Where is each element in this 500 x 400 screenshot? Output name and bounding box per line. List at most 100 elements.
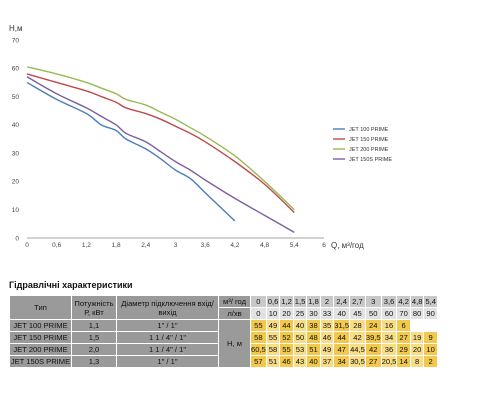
row-type: JET 100 PRIME — [9, 319, 72, 332]
flow-lmin-cell: 40 — [333, 307, 351, 320]
y-tick-label: 60 — [12, 66, 20, 73]
head-value-cell: 55 — [250, 319, 267, 332]
head-value-cell: 30,5 — [349, 355, 366, 368]
head-value-cell — [423, 319, 438, 332]
head-value-cell: 47 — [333, 343, 351, 356]
head-value-cell: 58 — [250, 331, 267, 344]
x-tick-label: 2,4 — [141, 242, 150, 249]
series-line-jet-150-prime — [26, 73, 295, 214]
flow-lmin-cell: 0 — [250, 307, 267, 320]
flow-lmin-cell: 25 — [292, 307, 308, 320]
head-value-cell: 40 — [292, 319, 308, 332]
flow-lmin-cell: 70 — [396, 307, 411, 320]
row-power: 1,5 — [71, 331, 117, 344]
head-value-cell: 34 — [380, 331, 398, 344]
series-line-jet-150s-prime — [26, 76, 295, 233]
pump-curve-chart: 0 10 20 30 40 50 60 70 0 0,6 1,2 1,8 2,4 3 3,6 4,2 4,8 5,… — [9, 24, 392, 250]
head-value-cell: 43 — [292, 355, 308, 368]
head-value-cell: 34 — [333, 355, 351, 368]
head-value-cell: 20 — [409, 343, 425, 356]
flow-lmin-cell: 10 — [265, 307, 281, 320]
head-value-cell: 9 — [423, 331, 438, 344]
x-tick-label: 0 — [25, 242, 29, 249]
header-type: Тип — [9, 295, 72, 320]
flow-lmin-cell: 90 — [423, 307, 438, 320]
head-value-cell: 44 — [333, 331, 351, 344]
head-value-cell: 40 — [306, 355, 321, 368]
row-power: 1,1 — [71, 319, 117, 332]
head-value-cell: 6 — [396, 319, 411, 332]
header-head-unit: Н, м — [218, 319, 251, 368]
table-row: JET 150 PRIME 1,5 1 1 / 4" / 1" 58 55 52 50 48 4… — [9, 331, 438, 344]
y-tick-label: 20 — [12, 179, 20, 186]
row-power: 2,0 — [71, 343, 117, 356]
x-tick-label: 3 — [174, 242, 178, 249]
flow-m3h-cell: 4,8 — [409, 295, 425, 308]
x-tick-label: 5,4 — [290, 242, 299, 249]
row-type: JET 150 PRIME — [9, 331, 72, 344]
chart-axes: 0 10 20 30 40 50 60 70 0 0,6 1,2 1,8 2,4 3 3,6 4,2 4,8 5,… — [12, 37, 326, 249]
head-value-cell: 44 — [279, 319, 294, 332]
head-value-cell: 57 — [250, 355, 267, 368]
row-power: 1,3 — [71, 355, 117, 368]
head-value-cell: 55 — [279, 343, 294, 356]
x-tick-label: 4,8 — [260, 242, 269, 249]
legend-label: JET 150 PRIME — [349, 137, 389, 143]
table-row: JET 200 PRIME 2,0 1 1 / 4" / 1" 60,5 58 55 53 5… — [9, 343, 438, 356]
chart-legend: JET 100 PRIME JET 150 PRIME JET 200 PRIME J… — [333, 127, 392, 163]
header-power: Потужність Р, кВт — [71, 295, 117, 320]
head-value-cell: 29 — [396, 343, 411, 356]
row-diameter: 1 1 / 4" / 1" — [116, 331, 219, 344]
head-value-cell: 14 — [396, 355, 411, 368]
hydraulic-specs-table: Тип Потужність Р, кВт Діаметр підключення … — [9, 295, 438, 368]
head-value-cell — [409, 319, 425, 332]
flow-m3h-cell: 2 — [319, 295, 335, 308]
table-row: JET 150S PRIME 1,3 1" / 1" 57 51 46 43 40 37 34 30… — [9, 355, 438, 368]
y-tick-label: 40 — [12, 122, 20, 129]
y-tick-label: 50 — [12, 94, 20, 101]
header-q-unit: м³/ год — [218, 295, 251, 308]
x-tick-label: 6 — [322, 242, 326, 249]
head-value-cell: 49 — [319, 343, 335, 356]
head-value-cell: 19 — [409, 331, 425, 344]
row-type: JET 200 PRIME — [9, 343, 72, 356]
head-value-cell: 58 — [265, 343, 281, 356]
head-value-cell: 16 — [380, 319, 398, 332]
head-value-cell: 36 — [380, 343, 398, 356]
flow-lmin-cell: 30 — [306, 307, 321, 320]
header-diameter: Діаметр підключення вхід/вихід — [116, 295, 219, 320]
head-value-cell: 24 — [364, 319, 382, 332]
head-value-cell: 51 — [265, 355, 281, 368]
head-value-cell: 10 — [423, 343, 438, 356]
x-axis-title: Q, м³/год — [331, 241, 364, 250]
head-value-cell: 27 — [396, 331, 411, 344]
flow-m3h-cell: 2,4 — [333, 295, 351, 308]
head-value-cell: 46 — [319, 331, 335, 344]
y-tick-label: 0 — [15, 235, 19, 242]
legend-label: JET 150S PRIME — [349, 157, 392, 163]
x-tick-label: 1,8 — [112, 242, 121, 249]
head-value-cell: 60,5 — [250, 343, 267, 356]
flow-m3h-cell: 3,6 — [380, 295, 398, 308]
head-value-cell: 28 — [349, 319, 366, 332]
row-type: JET 150S PRIME — [9, 355, 72, 368]
head-value-cell: 37 — [319, 355, 335, 368]
flow-m3h-cell: 0 — [250, 295, 267, 308]
series-line-jet-200-prime — [26, 66, 295, 211]
flow-lmin-cell: 20 — [279, 307, 294, 320]
table-row: JET 100 PRIME 1,1 1" / 1" Н, м 55 49 44 40 38 35 3… — [9, 319, 438, 368]
x-tick-label: 0,6 — [52, 242, 61, 249]
table-header-row: Тип Потужність Р, кВт Діаметр підключення … — [9, 295, 438, 320]
head-value-cell: 52 — [279, 331, 294, 344]
head-value-cell: 20,5 — [380, 355, 398, 368]
head-value-cell: 48 — [306, 331, 321, 344]
x-tick-label: 1,2 — [82, 242, 91, 249]
head-value-cell: 55 — [265, 331, 281, 344]
row-diameter: 1" / 1" — [116, 319, 219, 332]
table-title: Гідравлічні характеристики — [9, 280, 133, 290]
chart-curves — [26, 66, 295, 233]
flow-lmin-cell: 33 — [319, 307, 335, 320]
flow-m3h-cell: 3 — [364, 295, 382, 308]
series-line-jet-100-prime — [26, 81, 236, 222]
flow-m3h-cell: 1,2 — [279, 295, 294, 308]
